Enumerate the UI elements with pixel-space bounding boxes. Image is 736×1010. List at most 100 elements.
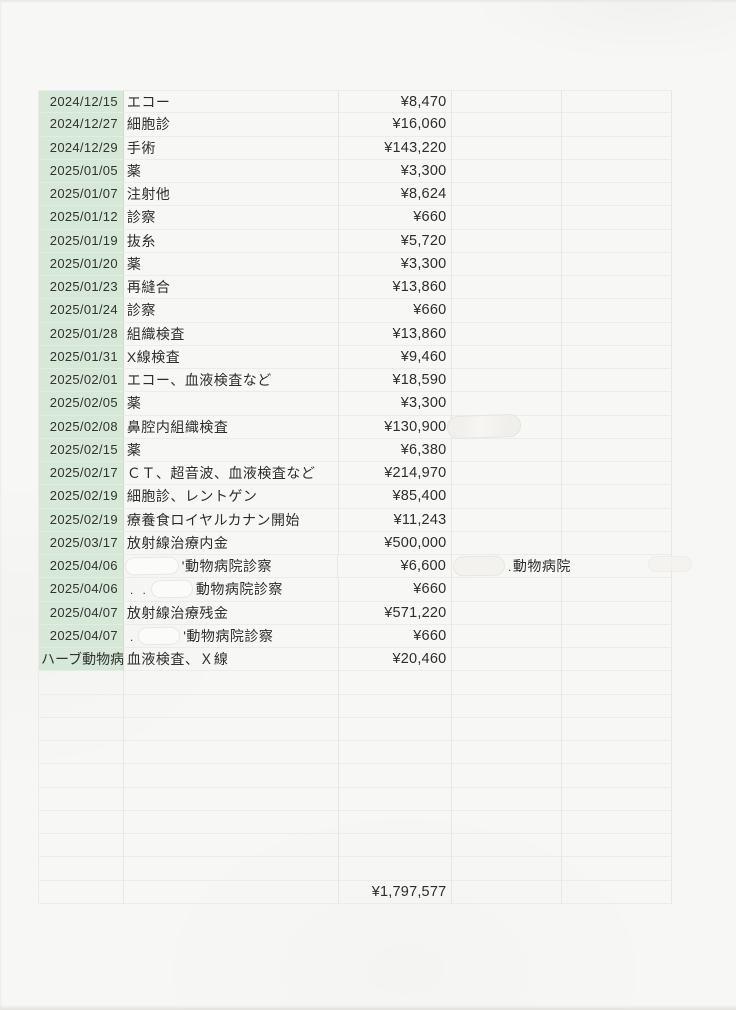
note-cell: [452, 229, 563, 253]
amount-cell: ¥85,400: [338, 485, 453, 509]
table-row: 2025/01/12 診察 ¥660: [38, 206, 673, 230]
extra-cell: [562, 764, 673, 788]
note-cell: [452, 345, 563, 369]
note-cell: [452, 834, 563, 858]
extra-cell: [562, 648, 673, 672]
amount-cell: [338, 810, 453, 834]
amount-cell: ¥214,970: [338, 462, 453, 486]
note-cell: [452, 578, 563, 602]
date-cell: 2025/02/15: [39, 438, 124, 462]
description-text: 再縫合: [126, 279, 171, 295]
extra-cell: [562, 601, 673, 625]
amount-cell: ¥3,300: [338, 159, 453, 183]
table-row: 2025/02/08 鼻腔内組織検査 ¥130,900: [38, 414, 673, 440]
amount-cell: ¥6,380: [338, 438, 453, 462]
table-row: 2025/01/28 組織検査 ¥13,860: [38, 322, 673, 346]
expense-sheet: 2024/12/15 エコー ¥8,470 2024/12/27 細胞診 ¥16,060 2…: [38, 90, 692, 904]
description-text: 薬: [126, 395, 142, 412]
empty-row: [38, 671, 673, 695]
extra-cell: [562, 183, 673, 207]
note-cell: [452, 159, 563, 183]
table-row: 2025/01/07 注射他 ¥8,624: [38, 183, 673, 207]
description-cell: . '動物病院診察: [123, 624, 339, 648]
date-cell: [39, 834, 124, 858]
extra-cell: [562, 531, 673, 555]
description-cell: 血液検査、Ｘ線: [123, 648, 339, 672]
table-row: 2024/12/29 手術 ¥143,220: [38, 136, 673, 160]
redaction-blob: [446, 414, 522, 440]
amount-cell: ¥11,243: [338, 508, 453, 532]
description-text: 注射他: [126, 186, 171, 202]
extra-cell: [562, 857, 673, 881]
description-cell: [123, 857, 339, 881]
description-cell: 鼻腔内組織検査: [123, 415, 339, 439]
table-row: 2025/04/07 放射線治療残金 ¥571,220: [38, 601, 673, 625]
empty-row: [38, 834, 673, 858]
redaction-blob: [452, 555, 506, 577]
extra-cell: [562, 345, 673, 369]
redaction-remnant-dot: .: [508, 560, 512, 574]
table-row: 2025/01/24 診察 ¥660: [38, 299, 673, 323]
date-cell: [39, 787, 124, 811]
description-cell: 細胞診: [123, 113, 339, 137]
description-cell: [123, 787, 339, 811]
description-cell: 放射線治療内金: [123, 531, 339, 555]
date-cell: 2025/04/07: [39, 601, 124, 625]
date-cell: [39, 810, 124, 834]
table-row: 2025/01/20 薬 ¥3,300: [38, 252, 673, 276]
description-cell: [123, 741, 339, 765]
amount-cell: ¥5,720: [338, 229, 453, 253]
date-cell: 2025/01/28: [39, 322, 124, 346]
date-cell: [39, 880, 124, 904]
description-cell: 再縫合: [123, 276, 339, 300]
note-cell: [452, 485, 563, 509]
table-row: 2025/01/31 X線検査 ¥9,460: [38, 345, 673, 369]
description-cell: 手術: [123, 136, 339, 160]
note-cell: [452, 508, 563, 532]
note-cell: [452, 206, 563, 230]
date-cell: 2025/04/06: [39, 578, 124, 602]
note-cell: [452, 531, 563, 555]
description-text: 薬: [126, 255, 142, 272]
extra-cell: [562, 578, 673, 602]
date-cell: [39, 764, 124, 788]
extra-cell: [562, 369, 673, 393]
description-cell: X線検査: [123, 345, 339, 369]
date-cell: 2025/02/19: [39, 485, 124, 509]
note-cell: [452, 694, 563, 718]
description-text: 薬: [126, 162, 142, 179]
extra-cell: [562, 136, 673, 160]
description-text: 手術: [126, 139, 156, 156]
description-cell: 組織検査: [123, 322, 339, 346]
table-row: 2025/01/05 薬 ¥3,300: [38, 159, 673, 183]
table-row: 2025/04/06 . . 動物病院診察 ¥660: [38, 578, 673, 602]
note-cell: [452, 322, 563, 346]
table-row: 2025/02/19 細胞診、レントゲン ¥85,400: [38, 485, 673, 509]
amount-cell: ¥16,060: [338, 113, 453, 137]
description-cell: [123, 764, 339, 788]
description-text: '動物病院診察: [183, 627, 274, 644]
description-cell: 放射線治療残金: [123, 601, 339, 625]
date-cell: 2024/12/15: [39, 90, 124, 114]
amount-cell: [338, 787, 453, 811]
description-cell: . . 動物病院診察: [123, 578, 339, 602]
description-cell: [123, 834, 339, 858]
amount-cell: ¥8,470: [338, 90, 453, 114]
description-cell: 薬: [123, 438, 339, 462]
note-cell: [452, 252, 563, 276]
table-row: 2024/12/27 細胞診 ¥16,060: [38, 113, 673, 137]
description-cell: エコー、血液検査など: [123, 369, 339, 393]
description-cell: エコー: [123, 90, 339, 114]
description-cell: ＣＴ、超音波、血液検査など: [123, 462, 339, 486]
empty-row: [38, 741, 673, 765]
amount-cell: ¥500,000: [338, 531, 453, 555]
date-cell: [39, 671, 124, 695]
date-cell: 2025/02/01: [39, 369, 124, 393]
note-cell: [452, 671, 563, 695]
extra-cell: [562, 485, 673, 509]
extra-cell: [562, 392, 673, 416]
note-cell: [452, 369, 563, 393]
table-row: 2025/02/15 薬 ¥6,380: [38, 438, 673, 462]
table-row: 2025/01/23 再縫合 ¥13,860: [38, 276, 673, 300]
redaction-blob: [150, 579, 194, 599]
